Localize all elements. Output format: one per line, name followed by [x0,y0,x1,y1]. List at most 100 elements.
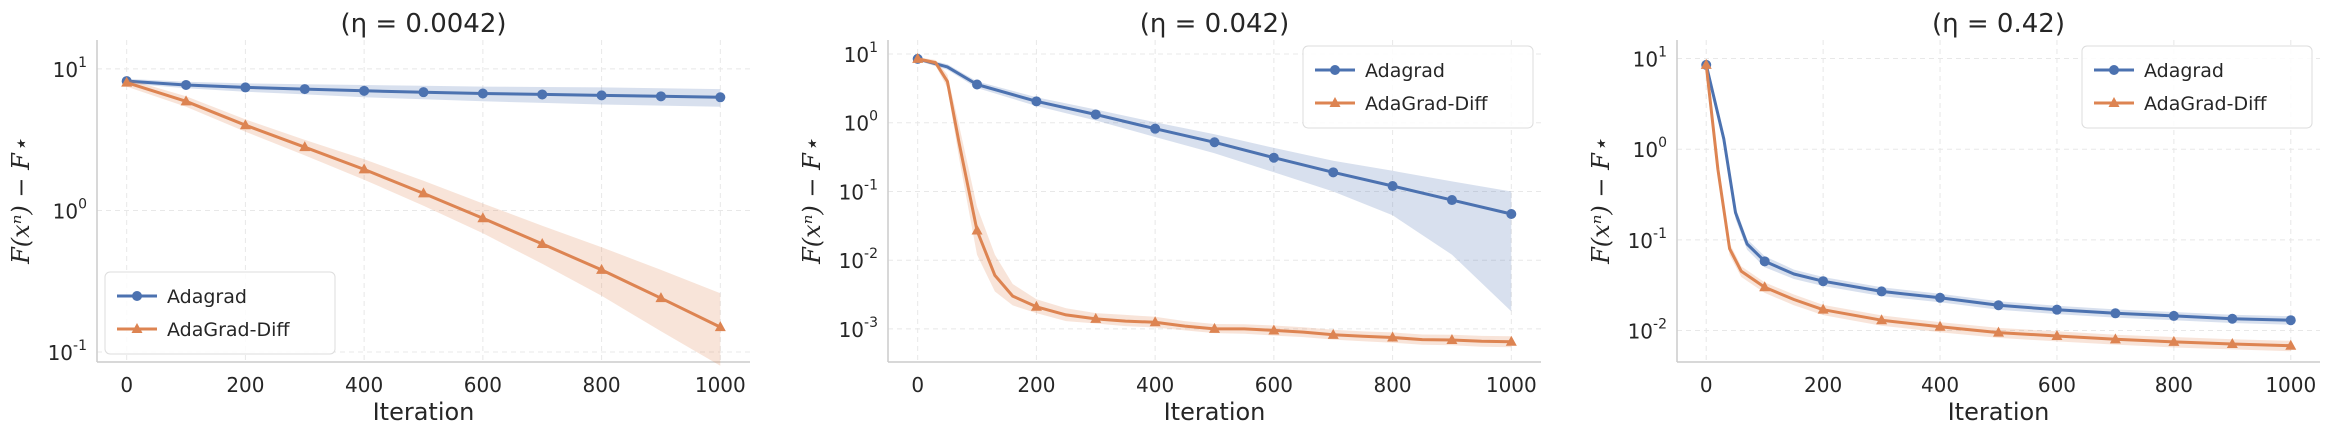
data-point [2051,304,2062,315]
legend: Adagrad AdaGrad-Diff [1302,45,1534,129]
y-tick-base: 10 [1628,320,1653,344]
x-tick-label: 0 [1700,373,1713,397]
data-point [972,79,983,90]
data-point [1090,312,1102,323]
x-tick-label: 400 [1921,373,1959,397]
x-tick-label: 800 [2155,373,2193,397]
legend-item: Adagrad [117,286,247,308]
legend-item: AdaGrad-Diff [1315,93,1488,115]
data-point [1818,276,1829,287]
x-tick-label: 1000 [1486,373,1537,397]
legend-label: AdaGrad-Diff [1365,93,1488,115]
data-point [477,88,488,99]
data-point [1030,300,1042,311]
chart-title: (η = 0.42) [1932,9,2065,39]
y-tick-exponent: 1 [869,40,878,56]
x-tick-label: 200 [226,373,264,397]
x-tick-label: 400 [1136,373,1174,397]
data-point [1387,181,1398,192]
data-point [596,263,608,274]
x-tick-label: 800 [582,373,620,397]
data-point [1446,333,1458,344]
y-tick-base: 10 [839,180,864,204]
y-tick-label: 101 [53,55,87,82]
x-axis-label: Iteration [373,398,475,426]
y-tick-exponent: -2 [1653,317,1667,333]
x-axis-label: Iteration [1948,398,2050,426]
data-point [299,141,311,152]
data-point [418,87,429,98]
data-point [596,90,607,101]
x-tick-label: 600 [464,373,502,397]
data-point [2051,330,2063,341]
data-point [1268,324,1280,335]
y-tick-base: 10 [53,199,78,223]
y-tick-label: 10-1 [48,338,87,365]
legend-swatch-marker [2108,97,2120,107]
y-tick-label: 101 [844,40,878,67]
x-tick-label: 600 [2038,373,2076,397]
y-axis-label: F(xⁿ) − F⋆ [7,138,35,265]
y-tick-exponent: 0 [869,109,878,125]
y-tick-label: 10-2 [839,246,878,273]
x-tick-label: 1000 [2265,373,2316,397]
x-tick-label: 1000 [695,373,746,397]
legend-swatch-marker [132,291,142,301]
y-tick-label: 10-2 [1628,317,1667,344]
y-tick-label: 100 [53,196,87,223]
legend-label: Adagrad [1365,60,1445,82]
data-point [971,224,983,235]
chart-title: (η = 0.0042) [340,9,506,39]
data-point [1876,314,1888,325]
series-adagrad [1701,59,2296,326]
data-point [2110,308,2121,319]
x-tick-label: 400 [345,373,383,397]
legend: Adagrad AdaGrad-Diff [104,271,336,355]
legend-box [1302,45,1534,129]
y-tick-base: 10 [839,318,864,342]
y-tick-exponent: 0 [78,196,87,212]
data-point [536,237,548,248]
data-point [537,89,548,100]
data-point [1700,58,1712,69]
data-point [1446,195,1457,206]
series-line [917,57,1512,216]
legend-swatch-marker [131,323,143,333]
legend-box [2081,45,2313,129]
x-tick-label: 800 [1373,373,1411,397]
data-point [1934,320,1946,331]
data-point [2109,333,2121,344]
data-point [240,82,251,93]
data-point [1993,326,2004,337]
y-tick-exponent: -1 [1653,226,1667,242]
legend-item: Adagrad [2094,60,2224,82]
data-point [1209,322,1220,333]
data-point [1759,256,1770,267]
y-tick-base: 10 [844,112,869,136]
y-tick-base: 10 [1633,138,1658,162]
data-point [1149,316,1161,327]
y-tick-label: 10-3 [839,315,878,342]
y-tick-label: 100 [1633,135,1667,162]
legend-item: AdaGrad-Diff [2094,93,2267,115]
data-point [1505,335,1517,346]
y-tick-exponent: -3 [864,315,878,331]
data-point [1327,328,1339,339]
series-adagrad-diff [1700,58,2297,352]
series-line [917,57,1512,344]
data-point [715,92,726,103]
data-point [1759,281,1771,292]
data-point [180,95,192,106]
data-point [358,163,370,174]
data-point [655,91,666,102]
data-point [1209,137,1220,148]
legend-label: AdaGrad-Diff [167,319,290,341]
data-point [1090,109,1101,120]
y-tick-base: 10 [1628,229,1653,253]
y-tick-exponent: -1 [73,338,87,354]
y-tick-exponent: -1 [864,177,878,193]
